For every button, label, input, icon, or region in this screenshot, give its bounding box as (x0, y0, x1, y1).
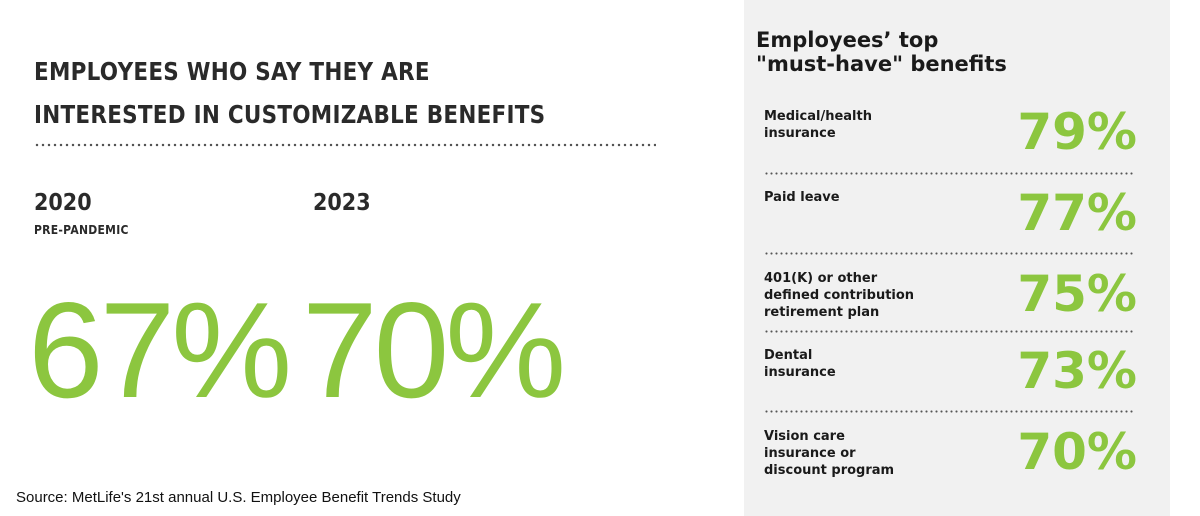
right-panel-title: Employees’ top "must-have" benefits (756, 28, 1007, 76)
benefit-row-vision: Vision care insurance or discount progra… (764, 424, 1137, 508)
benefit-row-401k: 401(K) or other defined contribution ret… (764, 266, 1137, 350)
right-title-line-2: "must-have" benefits (756, 52, 1007, 76)
benefit-label-line: insurance (764, 365, 836, 380)
pre-pandemic-label: PRE-PANDEMIC (34, 223, 129, 237)
customizable-benefits-panel: EMPLOYEES WHO SAY THEY ARE INTERESTED IN… (28, 50, 656, 426)
benefit-label-line: Medical/health (764, 109, 872, 124)
benefit-label-line: Vision care (764, 429, 845, 444)
benefit-label-line: defined contribution (764, 288, 915, 303)
benefit-percent: 73% (1017, 342, 1137, 400)
benefit-percent: 79% (1017, 103, 1137, 161)
year-2023-label: 2023 (313, 190, 371, 216)
source-note: Source: MetLife's 21st annual U.S. Emplo… (16, 489, 461, 506)
benefit-percent: 77% (1017, 184, 1137, 242)
dotted-divider (34, 143, 656, 147)
year-2020-label: 2020 (34, 190, 92, 216)
benefit-row-dental: Dental insurance 73% (764, 343, 1137, 427)
benefit-row-paid-leave: Paid leave 77% (764, 185, 1137, 269)
benefit-label-line: insurance (764, 126, 836, 141)
left-title-line-1: EMPLOYEES WHO SAY THEY ARE (34, 57, 430, 86)
percent-2023: 70% (302, 274, 566, 426)
benefit-label-line: Paid leave (764, 190, 840, 205)
benefit-label: Medical/health insurance (764, 108, 964, 142)
must-have-benefits-panel: Employees’ top "must-have" benefits Medi… (744, 0, 1170, 516)
benefit-label-line: retirement plan (764, 305, 880, 320)
right-title-line-1: Employees’ top (756, 28, 939, 52)
row-divider (764, 330, 1134, 333)
benefit-label-line: 401(K) or other (764, 271, 878, 286)
row-divider (764, 172, 1134, 175)
benefit-row-medical: Medical/health insurance 79% (764, 104, 1137, 188)
row-divider (764, 410, 1134, 413)
left-panel-title: EMPLOYEES WHO SAY THEY ARE INTERESTED IN… (34, 50, 584, 136)
benefit-label: 401(K) or other defined contribution ret… (764, 270, 964, 321)
percent-2020: 67% (28, 274, 292, 426)
benefit-label: Vision care insurance or discount progra… (764, 428, 964, 479)
benefit-label-line: discount program (764, 463, 895, 478)
row-divider (764, 252, 1134, 255)
benefit-label-line: insurance or (764, 446, 856, 461)
benefit-percent: 75% (1017, 265, 1137, 323)
benefit-percent: 70% (1017, 423, 1137, 481)
benefit-label: Paid leave (764, 189, 964, 206)
left-title-line-2: INTERESTED IN CUSTOMIZABLE BENEFITS (34, 100, 546, 129)
benefit-label: Dental insurance (764, 347, 964, 381)
benefit-label-line: Dental (764, 348, 813, 363)
